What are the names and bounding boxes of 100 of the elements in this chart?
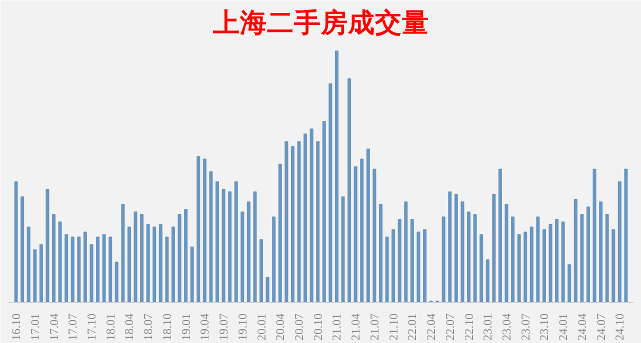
bar (530, 226, 534, 302)
bar (102, 234, 106, 302)
bar (448, 191, 452, 302)
x-tick-label: 18.10 (160, 314, 174, 340)
bar (334, 50, 338, 302)
bar (184, 208, 188, 302)
bar (272, 216, 276, 302)
bar (467, 211, 471, 302)
bar (20, 196, 24, 302)
bar (542, 229, 546, 302)
x-tick-label: 21.10 (386, 314, 400, 340)
bar (146, 224, 150, 302)
bar (33, 249, 37, 302)
bar (360, 158, 364, 302)
chart-title: 上海二手房成交量 (212, 8, 429, 38)
bar (624, 168, 628, 302)
x-tick-label: 18.01 (103, 314, 118, 340)
x-tick-label: 16.10 (9, 314, 24, 340)
bar (348, 78, 352, 302)
bar (196, 156, 200, 302)
x-tick-label: 20.10 (310, 314, 325, 340)
bar (504, 204, 508, 302)
x-tick-label: 22.10 (462, 314, 476, 340)
bar (404, 201, 408, 302)
x-tick-label: 21.01 (330, 314, 344, 340)
bar (354, 166, 358, 302)
bar (70, 236, 74, 302)
x-tick-label: 24.10 (612, 314, 627, 340)
bar (372, 168, 376, 302)
bar (260, 239, 264, 302)
bar (480, 234, 484, 302)
bar (612, 229, 616, 302)
bar (290, 146, 294, 302)
bar (140, 214, 144, 302)
bar (165, 236, 169, 302)
bar (580, 214, 584, 302)
x-tick-label: 17.04 (46, 314, 61, 340)
bar (222, 188, 226, 302)
bar (240, 211, 244, 302)
x-tick-label: 20.01 (254, 314, 268, 340)
bar (127, 226, 131, 302)
bar (284, 141, 288, 302)
bar (322, 120, 326, 302)
x-tick-label: 22.01 (405, 314, 420, 340)
bar (58, 222, 62, 302)
bar (416, 232, 420, 302)
bar (202, 158, 206, 302)
bar (341, 196, 345, 302)
bar (39, 244, 43, 302)
x-tick-label: 19.04 (198, 314, 212, 340)
bar (385, 236, 389, 302)
x-tick-label: 20.04 (273, 314, 288, 340)
bar (486, 259, 490, 302)
bar (114, 262, 118, 302)
bar (178, 214, 182, 302)
bar (26, 226, 30, 302)
bar (398, 219, 402, 302)
bar (64, 234, 68, 302)
x-tick-label: 18.07 (141, 314, 156, 340)
bar (297, 141, 301, 302)
bar (498, 168, 502, 302)
bar (536, 216, 540, 302)
bar (14, 181, 18, 302)
bar (158, 224, 162, 302)
bar (524, 232, 528, 302)
bar (605, 214, 609, 302)
bar (586, 206, 590, 302)
x-tick-label: 24.07 (594, 314, 608, 340)
bar (52, 214, 56, 302)
bar (511, 216, 515, 302)
bar (228, 191, 232, 302)
bar (454, 194, 458, 302)
bar (209, 171, 213, 302)
x-tick-label: 23.01 (480, 314, 495, 340)
bar (460, 201, 464, 302)
bar (310, 128, 314, 302)
bar (316, 141, 320, 302)
bar (592, 168, 596, 302)
x-tick-label: 19.07 (216, 314, 231, 340)
bar (96, 236, 100, 302)
bar (568, 264, 572, 302)
x-tick-label: 17.01 (28, 314, 42, 340)
bar (190, 246, 194, 302)
x-tick-label: 21.04 (348, 314, 363, 340)
bar (152, 226, 156, 302)
bar (171, 226, 175, 302)
x-tick-label: 23.07 (518, 314, 532, 340)
bar (618, 181, 622, 302)
x-tick-label: 23.10 (537, 314, 552, 340)
x-tick-label: 20.07 (292, 314, 306, 340)
x-tick-label: 19.01 (178, 314, 193, 340)
bar (599, 201, 603, 302)
bar (77, 236, 81, 302)
x-tick-label: 17.07 (66, 314, 80, 340)
bar (561, 222, 565, 302)
bar (574, 198, 578, 302)
x-tick-label: 23.04 (499, 314, 514, 340)
bar (134, 211, 138, 302)
bar (83, 232, 87, 302)
x-tick-label: 19.10 (235, 314, 250, 340)
